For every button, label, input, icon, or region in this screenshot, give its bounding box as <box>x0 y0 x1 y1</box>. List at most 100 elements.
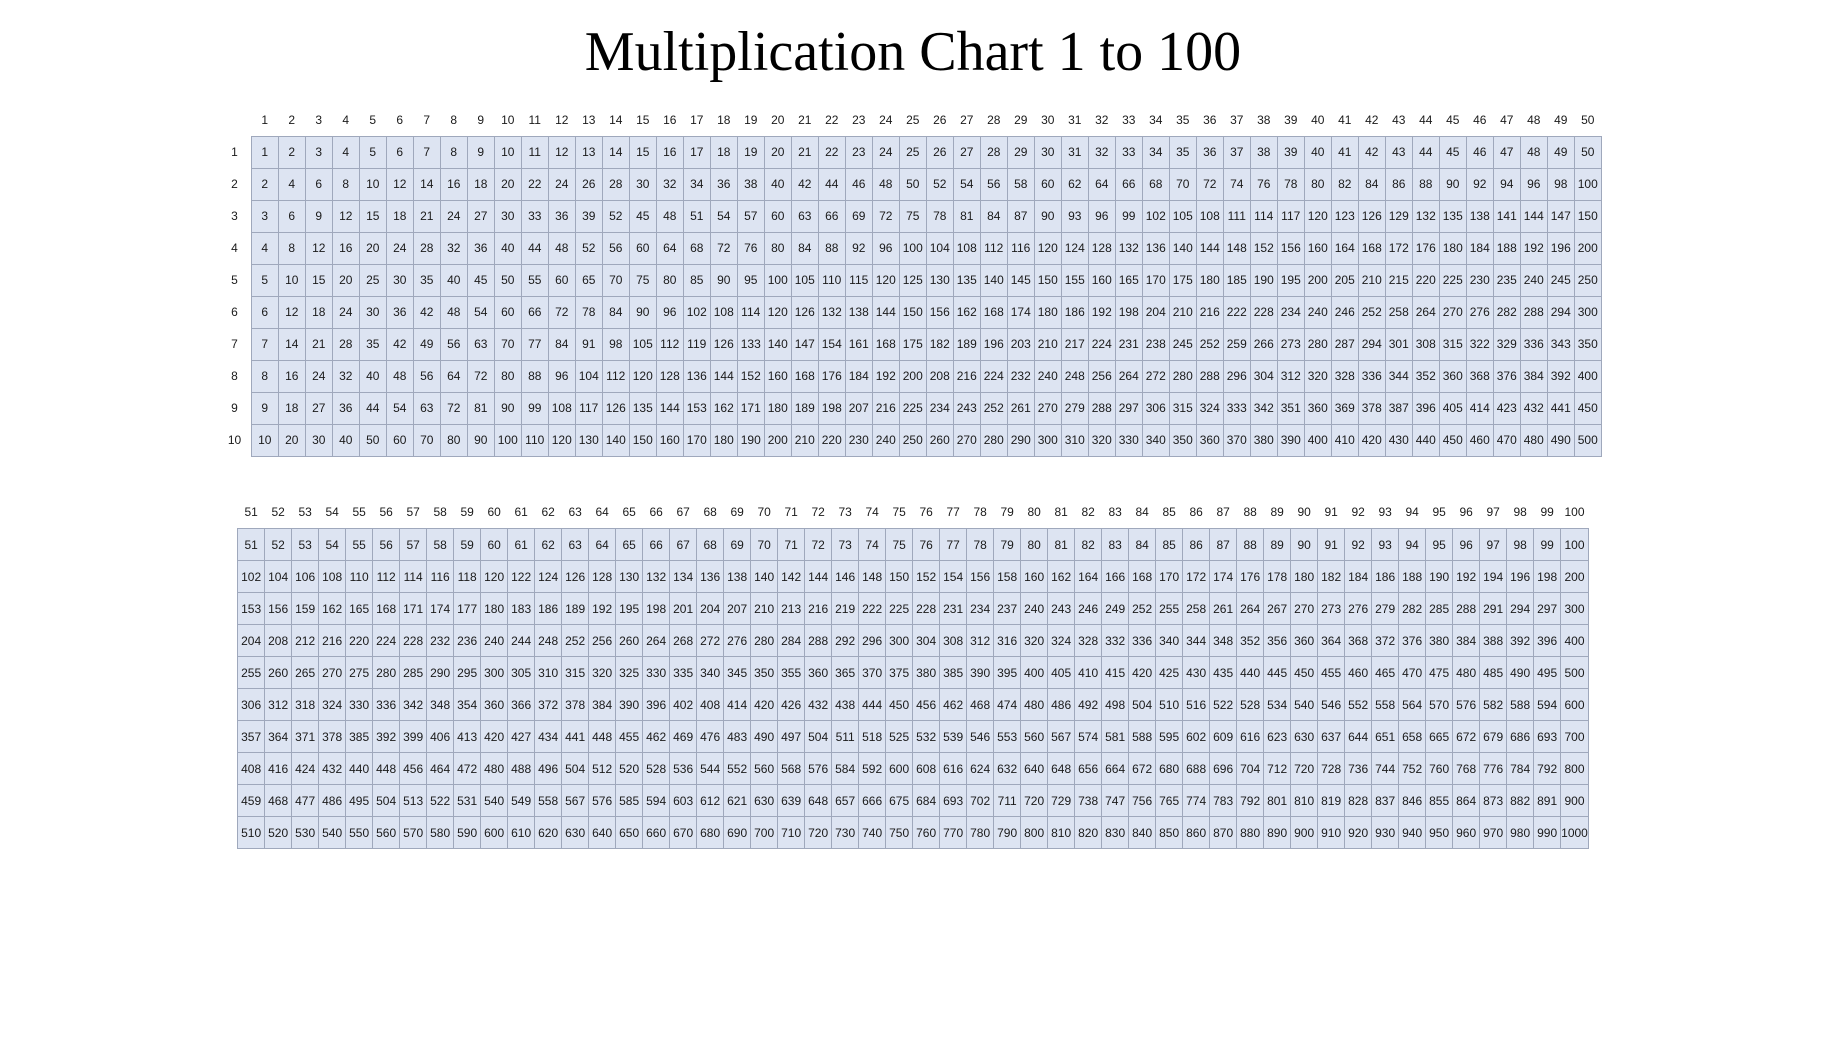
cell: 180 <box>1034 296 1061 328</box>
cell: 50 <box>494 264 521 296</box>
cell: 268 <box>670 625 697 657</box>
cell: 348 <box>1210 625 1237 657</box>
cell: 350 <box>1169 424 1196 456</box>
cell: 350 <box>751 657 778 689</box>
cell: 75 <box>899 200 926 232</box>
cell: 36 <box>386 296 413 328</box>
cell: 225 <box>1439 264 1466 296</box>
cell: 90 <box>1439 168 1466 200</box>
cell: 693 <box>1534 721 1561 753</box>
cell: 189 <box>791 392 818 424</box>
cell: 270 <box>319 657 346 689</box>
col-header: 93 <box>1372 497 1399 529</box>
cell: 63 <box>562 529 589 561</box>
cell: 294 <box>1358 328 1385 360</box>
cell: 369 <box>1331 392 1358 424</box>
cell: 656 <box>1075 753 1102 785</box>
cell: 123 <box>1331 200 1358 232</box>
cell: 624 <box>967 753 994 785</box>
cell: 115 <box>845 264 872 296</box>
cell: 12 <box>305 232 332 264</box>
cell: 810 <box>1048 817 1075 849</box>
cell: 880 <box>1237 817 1264 849</box>
cell: 330 <box>643 657 670 689</box>
cell: 738 <box>1075 785 1102 817</box>
cell: 720 <box>1291 753 1318 785</box>
cell: 666 <box>859 785 886 817</box>
cell: 246 <box>1075 593 1102 625</box>
cell: 336 <box>373 689 400 721</box>
cell: 79 <box>994 529 1021 561</box>
cell: 55 <box>521 264 548 296</box>
cell: 712 <box>1264 753 1291 785</box>
cell: 153 <box>683 392 710 424</box>
cell: 58 <box>1007 168 1034 200</box>
cell: 544 <box>697 753 724 785</box>
cell: 408 <box>697 689 724 721</box>
cell: 100 <box>764 264 791 296</box>
cell: 156 <box>265 593 292 625</box>
cell: 552 <box>724 753 751 785</box>
cell: 270 <box>1291 593 1318 625</box>
cell: 710 <box>778 817 805 849</box>
cell: 105 <box>791 264 818 296</box>
cell: 632 <box>994 753 1021 785</box>
cell: 5 <box>251 264 278 296</box>
cell: 99 <box>1115 200 1142 232</box>
cell: 170 <box>683 424 710 456</box>
cell: 380 <box>1426 625 1453 657</box>
cell: 477 <box>292 785 319 817</box>
cell: 235 <box>1493 264 1520 296</box>
col-header: 48 <box>1520 104 1547 136</box>
cell: 78 <box>926 200 953 232</box>
cell: 117 <box>1277 200 1304 232</box>
cell: 220 <box>1412 264 1439 296</box>
cell: 568 <box>778 753 805 785</box>
cell: 48 <box>1520 136 1547 168</box>
cell: 528 <box>1237 689 1264 721</box>
cell: 582 <box>1480 689 1507 721</box>
cell: 455 <box>1318 657 1345 689</box>
cell: 330 <box>346 689 373 721</box>
cell: 490 <box>1547 424 1574 456</box>
cell: 365 <box>832 657 859 689</box>
cell: 108 <box>1196 200 1223 232</box>
cell: 68 <box>683 232 710 264</box>
cell: 495 <box>346 785 373 817</box>
cell: 63 <box>791 200 818 232</box>
col-header: 87 <box>1210 497 1237 529</box>
cell: 64 <box>656 232 683 264</box>
cell: 30 <box>1034 136 1061 168</box>
cell: 90 <box>467 424 494 456</box>
row-header: 3 <box>224 200 251 232</box>
cell: 245 <box>1169 328 1196 360</box>
cell: 279 <box>1061 392 1088 424</box>
cell: 424 <box>292 753 319 785</box>
cell: 132 <box>643 561 670 593</box>
cell: 304 <box>913 625 940 657</box>
cell: 468 <box>265 785 292 817</box>
cell: 750 <box>886 817 913 849</box>
cell: 120 <box>764 296 791 328</box>
cell: 91 <box>1318 529 1345 561</box>
col-header: 11 <box>521 104 548 136</box>
cell: 456 <box>400 753 427 785</box>
cell: 15 <box>629 136 656 168</box>
cell: 154 <box>818 328 845 360</box>
cell: 61 <box>508 529 535 561</box>
cell: 840 <box>1129 817 1156 849</box>
cell: 32 <box>656 168 683 200</box>
cell: 112 <box>602 360 629 392</box>
cell: 144 <box>656 392 683 424</box>
cell: 220 <box>818 424 845 456</box>
cell: 75 <box>886 529 913 561</box>
cell: 425 <box>1156 657 1183 689</box>
cell: 364 <box>265 721 292 753</box>
cell: 145 <box>1007 264 1034 296</box>
cell: 387 <box>1385 392 1412 424</box>
cell: 511 <box>832 721 859 753</box>
cell: 54 <box>467 296 494 328</box>
cell: 54 <box>319 529 346 561</box>
cell: 500 <box>1574 424 1601 456</box>
cell: 300 <box>1561 593 1589 625</box>
